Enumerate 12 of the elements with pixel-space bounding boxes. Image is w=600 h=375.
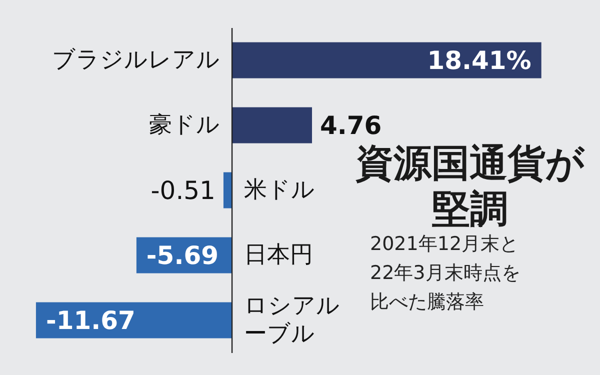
y-tick-label: 日本円 [244, 241, 314, 270]
y-tick-label: ロシアルーブル [244, 292, 340, 348]
data-label: -0.51 [150, 176, 216, 205]
data-label: -11.67 [46, 306, 136, 335]
y-tick-label: 米ドル [244, 176, 316, 204]
text: 資源国通貨が堅調 [354, 140, 586, 232]
y-tick-label: 豪ドル [148, 111, 220, 140]
y-tick-label: ブラジルレアル [51, 46, 220, 74]
data-label: 4.76 [320, 110, 382, 140]
data-label: -5.69 [146, 240, 218, 270]
data-label: 18.41% [427, 46, 532, 75]
text: 2021年12月末と22年3月末時点を比べた騰落率 [370, 232, 522, 315]
